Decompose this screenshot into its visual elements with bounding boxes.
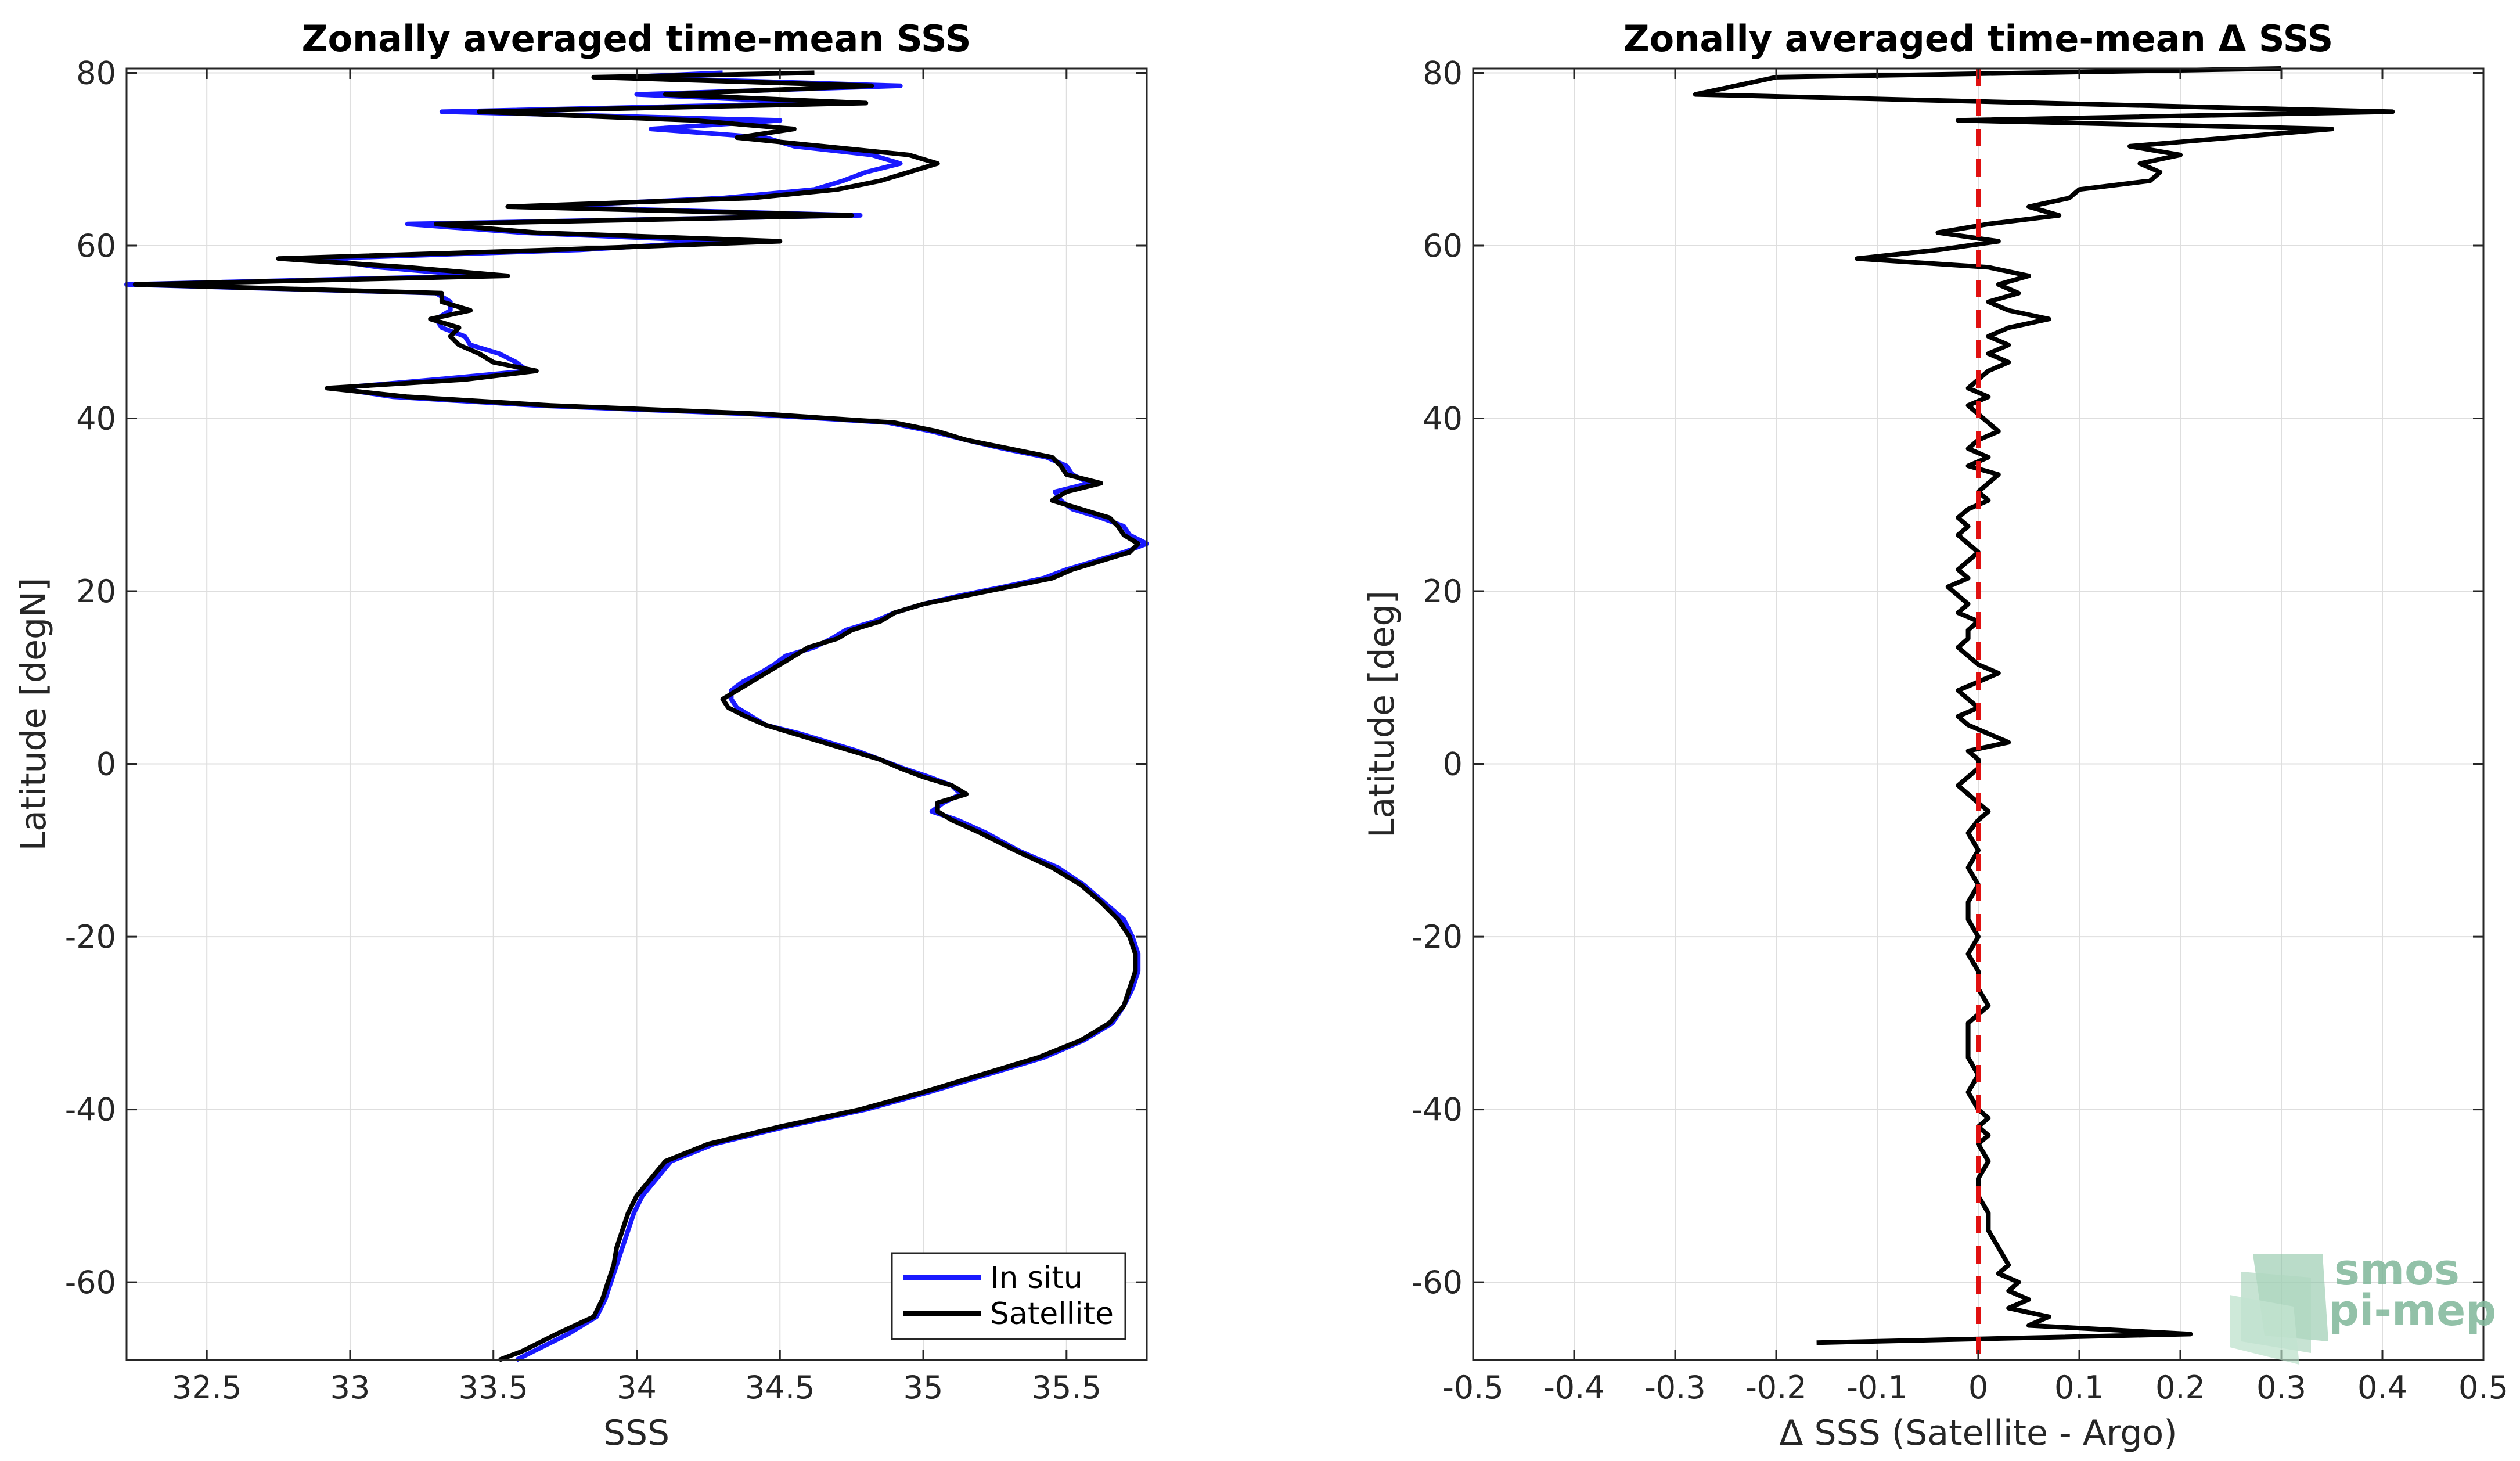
x-tick-label: 0.4	[2357, 1369, 2407, 1406]
logo-smos-text: smos	[2334, 1245, 2460, 1295]
left-ylabel: Latitude [degN]	[13, 578, 54, 851]
x-tick-label: 34	[617, 1369, 657, 1406]
y-tick-label: 20	[76, 573, 116, 610]
right-series	[1693, 66, 2395, 1360]
y-tick-label: 40	[76, 400, 116, 437]
y-tick-label: 40	[1423, 400, 1463, 437]
x-tick-label: 0.2	[2155, 1369, 2205, 1406]
y-tick-label: -20	[65, 919, 116, 955]
x-tick-label: -0.4	[1543, 1369, 1604, 1406]
y-tick-label: 0	[96, 746, 116, 783]
left-series	[124, 70, 1149, 1362]
x-tick-label: 0.1	[2054, 1369, 2104, 1406]
legend-in-situ-label: In situ	[990, 1261, 1083, 1296]
x-tick-label: -0.5	[1442, 1369, 1503, 1406]
x-tick-label: 32.5	[172, 1369, 242, 1406]
x-tick-label: -0.1	[1846, 1369, 1907, 1406]
smos-pi-mep-logo: smos pi-mep	[2230, 1245, 2496, 1365]
logo-wave-icon	[2230, 1254, 2328, 1365]
right-ylabel: Latitude [deg]	[1362, 591, 1402, 838]
x-tick-label: 0	[1968, 1369, 1988, 1406]
legend: In situ Satellite	[891, 1252, 1126, 1340]
x-tick-label: -0.2	[1745, 1369, 1806, 1406]
legend-box	[891, 1252, 1126, 1340]
left-ticks: 32.5 33 33.5 34 34.5 35 35.5 -60 -40 -20 0 20 40 60 80	[65, 55, 1147, 1406]
y-tick-label: 80	[1423, 55, 1463, 91]
y-tick-label: -60	[65, 1264, 116, 1301]
x-tick-label: 0.3	[2256, 1369, 2306, 1406]
left-panel: 32.5 33 33.5 34 34.5 35 35.5 -60 -40 -20 0 20 40 60 80…	[13, 17, 1149, 1453]
y-tick-label: -40	[1412, 1092, 1463, 1128]
y-tick-label: 20	[1423, 573, 1463, 610]
left-title: Zonally averaged time-mean SSS	[301, 17, 971, 60]
y-tick-label: 80	[76, 55, 116, 91]
legend-satellite-label: Satellite	[990, 1297, 1114, 1332]
logo-pimep-text: pi-mep	[2328, 1286, 2496, 1336]
series-line-satellite	[132, 70, 1141, 1362]
left-xlabel: SSS	[603, 1413, 669, 1453]
right-title: Zonally averaged time-mean Δ SSS	[1623, 17, 2334, 60]
x-tick-label: 34.5	[745, 1369, 815, 1406]
y-tick-label: 60	[76, 228, 116, 264]
y-tick-label: -20	[1412, 919, 1463, 955]
y-tick-label: -60	[1412, 1264, 1463, 1301]
x-tick-label: 35.5	[1032, 1369, 1101, 1406]
right-ticks: -0.5 -0.4 -0.3 -0.2 -0.1 0 0.1 0.2 0.3 0.4 0.5 -60 -…	[1412, 55, 2508, 1406]
x-tick-label: 0.5	[2458, 1369, 2508, 1406]
right-panel: -0.5 -0.4 -0.3 -0.2 -0.1 0 0.1 0.2 0.3 0.4 0.5 -60 -…	[1362, 17, 2508, 1453]
x-tick-label: 35	[903, 1369, 944, 1406]
right-xlabel: Δ SSS (Satellite - Argo)	[1779, 1413, 2177, 1453]
y-tick-label: 0	[1443, 746, 1463, 783]
y-tick-label: -40	[65, 1092, 116, 1128]
x-tick-label: -0.3	[1644, 1369, 1705, 1406]
y-tick-label: 60	[1423, 228, 1463, 264]
x-tick-label: 33.5	[459, 1369, 528, 1406]
x-tick-label: 33	[330, 1369, 370, 1406]
